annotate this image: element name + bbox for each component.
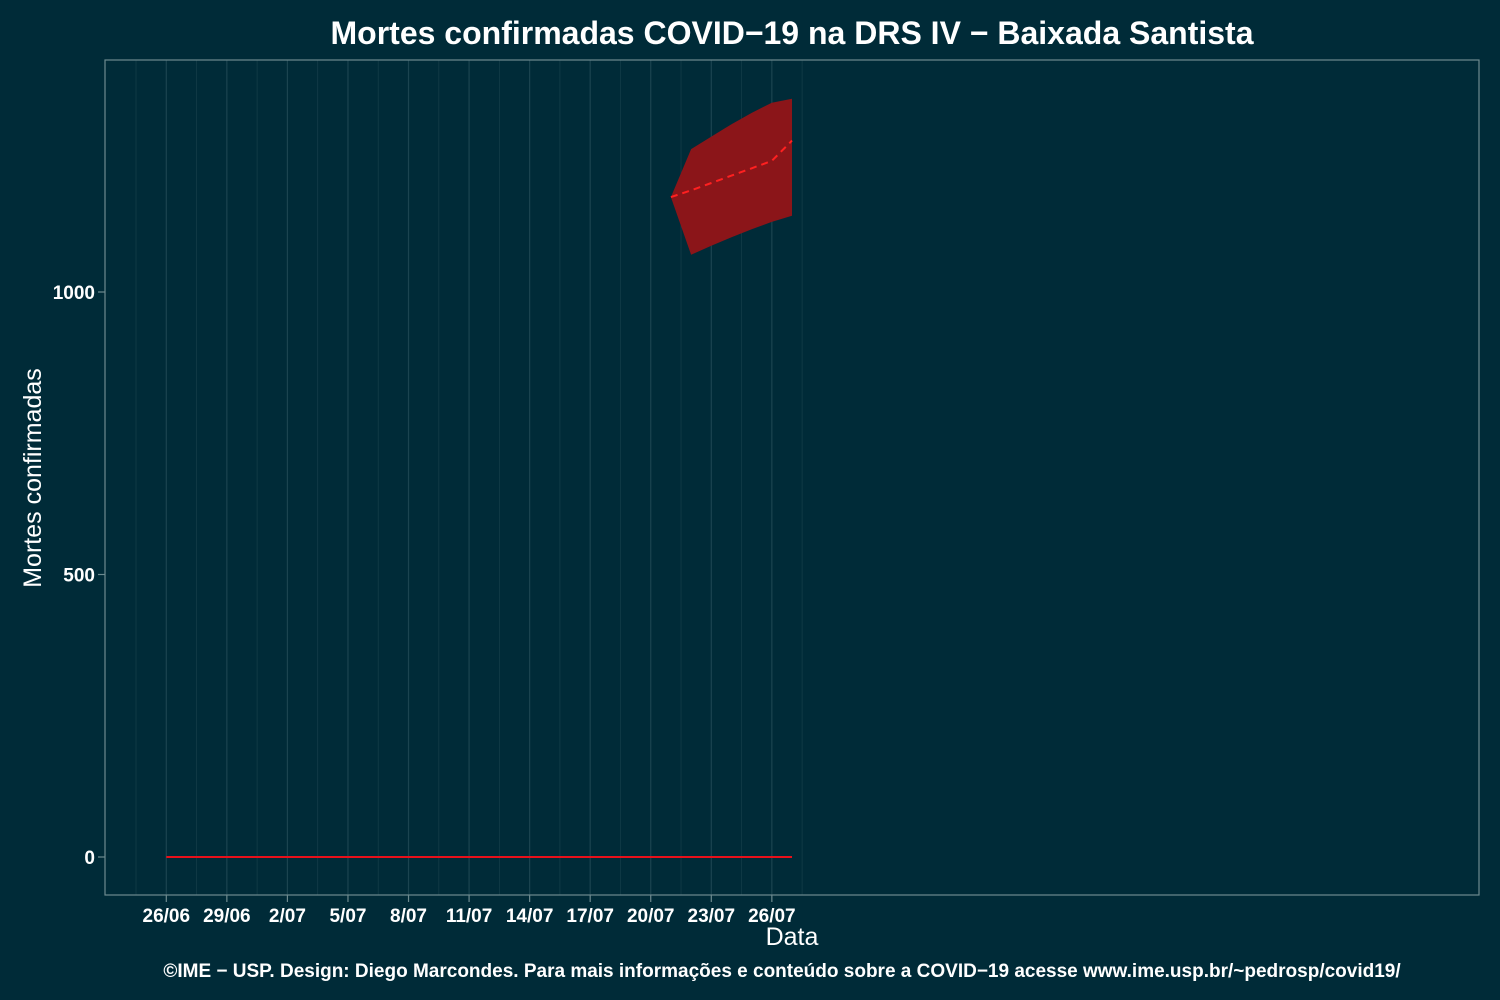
x-tick-label: 23/07 — [688, 906, 736, 927]
y-axis-title: Mortes confirmadas — [19, 368, 47, 588]
y-tick-label: 500 — [63, 566, 95, 587]
x-axis-title: Data — [766, 923, 819, 951]
y-tick-label: 0 — [84, 848, 95, 869]
caption: ©IME − USP. Design: Diego Marcondes. Par… — [163, 961, 1401, 982]
forecast-line — [670, 139, 793, 199]
x-tick-label: 2/07 — [269, 906, 306, 927]
x-tick-label: 14/07 — [506, 906, 554, 927]
prediction-band — [670, 98, 792, 255]
prediction-band-layer — [670, 98, 792, 255]
x-tick-label: 26/06 — [143, 906, 191, 927]
y-tick-label: 1000 — [53, 283, 95, 304]
series-layer — [166, 139, 793, 858]
x-tick-label: 11/07 — [446, 906, 493, 927]
x-tick-label: 20/07 — [627, 906, 675, 927]
y-axis-ticks: 0 500 1000 — [53, 283, 105, 869]
chart-title: Mortes confirmadas COVID−19 na DRS IV − … — [331, 15, 1254, 51]
panel-border — [104, 59, 1480, 896]
x-tick-label: 17/07 — [566, 906, 614, 927]
x-axis-ticks: 26/06 29/06 2/07 5/07 8/07 11/07 14/07 17/07 20/… — [143, 895, 796, 927]
grid — [135, 60, 803, 895]
x-tick-label: 8/07 — [390, 906, 427, 927]
x-tick-label: 26/07 — [748, 906, 796, 927]
x-tick-label: 29/06 — [203, 906, 251, 927]
x-tick-label: 5/07 — [329, 906, 366, 927]
